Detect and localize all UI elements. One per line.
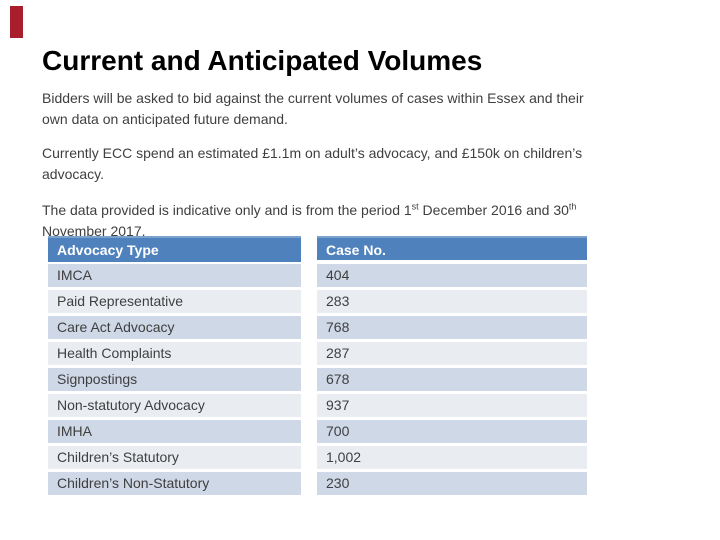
period-text-2: December 2016 and 30: [418, 202, 569, 218]
row-label: Health Complaints: [48, 342, 301, 365]
table-row: Health Complaints 287: [48, 342, 587, 365]
paragraph-bidders: Bidders will be asked to bid against the…: [42, 90, 584, 127]
row-value: 1,002: [317, 446, 587, 469]
period-text-3: November 2017.: [42, 223, 146, 239]
row-value: 768: [317, 316, 587, 339]
table-row: Non-statutory Advocacy 937: [48, 394, 587, 417]
row-label: Children’s Statutory: [48, 446, 301, 469]
row-value: 404: [317, 264, 587, 287]
row-label: Signpostings: [48, 368, 301, 391]
row-label: IMHA: [48, 420, 301, 443]
table-row: IMCA 404: [48, 264, 587, 287]
table-header-row: Advocacy Type Case No.: [48, 236, 587, 262]
table-row: Children’s Statutory 1,002: [48, 446, 587, 469]
table-row: Paid Representative 283: [48, 290, 587, 313]
page-title-text: Current and Anticipated Volumes: [42, 44, 483, 76]
table-row: Care Act Advocacy 768: [48, 316, 587, 339]
ordinal-st: st: [411, 201, 419, 212]
table-row: Signpostings 678: [48, 368, 587, 391]
paragraph-data-period: The data provided is indicative only and…: [42, 200, 674, 242]
table-row: IMHA 700: [48, 420, 587, 443]
row-value: 230: [317, 472, 587, 495]
volumes-table: Advocacy Type Case No. IMCA 404 Paid Rep…: [48, 236, 587, 498]
row-label: IMCA: [48, 264, 301, 287]
row-label: Care Act Advocacy: [48, 316, 301, 339]
row-value: 283: [317, 290, 587, 313]
header-case-no: Case No.: [317, 236, 587, 260]
row-value: 678: [317, 368, 587, 391]
row-label: Paid Representative: [48, 290, 301, 313]
row-label: Children’s Non-Statutory: [48, 472, 301, 495]
row-value: 287: [317, 342, 587, 365]
row-value: 937: [317, 394, 587, 417]
row-label: Non-statutory Advocacy: [48, 394, 301, 417]
red-accent-bar: [10, 6, 23, 38]
header-advocacy-type: Advocacy Type: [48, 236, 301, 262]
ordinal-th: th: [568, 201, 577, 212]
table-row: Children’s Non-Statutory 230: [48, 472, 587, 495]
row-value: 700: [317, 420, 587, 443]
page-title: Current and Anticipated Volumes: [42, 45, 682, 77]
paragraph-spend: Currently ECC spend an estimated £1.1m o…: [42, 145, 583, 182]
period-text-1: The data provided is indicative only and…: [42, 202, 412, 218]
